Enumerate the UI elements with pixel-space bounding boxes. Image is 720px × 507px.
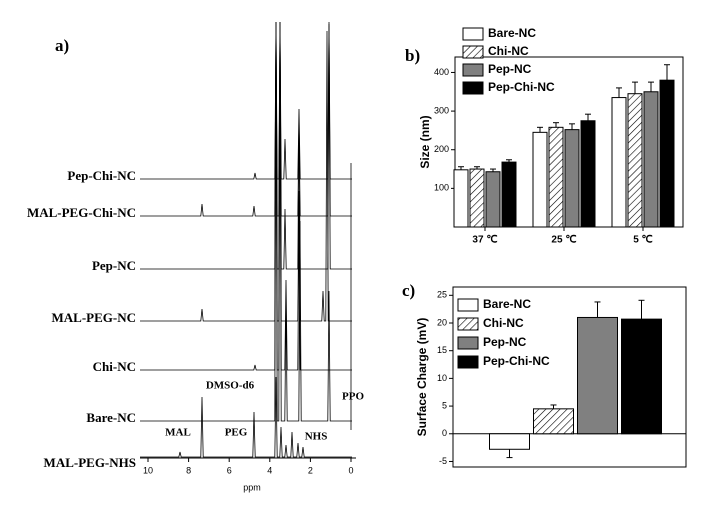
legend-label: Pep-NC [483,335,527,349]
y-axis-label: Surface Charge (mV) [415,318,429,437]
legend-label: Chi-NC [483,316,524,330]
bar [533,408,574,435]
spectrum [140,21,352,322]
panel-label: b) [405,46,420,65]
legend-swatch [457,355,479,369]
bar [580,120,596,228]
y-tick-label: 10 [437,373,447,383]
bar [643,91,659,228]
panel-label: c) [402,281,415,300]
bar [659,79,675,228]
bar [548,126,564,228]
bar [453,169,469,228]
spectrum [140,21,352,371]
trace-label: Bare-NC [86,410,136,425]
legend-swatch [457,336,479,350]
x-axis-label: ppm [243,482,261,492]
spectrum [140,21,352,270]
bar [611,97,627,228]
x-tick-label: 0 [348,465,353,475]
legend-label: Pep-Chi-NC [488,80,555,94]
legend-swatch [462,81,484,95]
trace-label: MAL-PEG-NHS [44,455,136,470]
trace-label: Pep-Chi-NC [67,168,136,183]
legend-swatch [462,63,484,77]
legend-label: Chi-NC [488,44,529,58]
y-tick-label: 15 [437,345,447,355]
trace-label: Chi-NC [93,359,136,374]
bar [577,316,618,435]
trace-label: MAL-PEG-NC [52,310,137,325]
plot-frame [452,286,687,468]
y-tick-label: 300 [434,105,449,115]
y-tick-label: 5 [442,400,447,410]
x-tick-label: 6 [227,465,232,475]
y-axis-label: Size (nm) [418,115,432,168]
legend-swatch [457,317,479,331]
legend-swatch [457,298,479,312]
annotation: PEG [225,427,248,439]
y-tick-label: 0 [442,428,447,438]
y-tick-label: 100 [434,183,449,193]
y-tick-label: -5 [439,456,447,466]
y-tick-label: 200 [434,144,449,154]
legend-label: Bare-NC [488,26,536,40]
bar [532,131,548,228]
x-tick-label: 4 [267,465,272,475]
spectrum [140,21,352,217]
legend-label: Bare-NC [483,297,531,311]
bar [621,318,662,435]
x-tick-label: 8 [186,465,191,475]
x-tick-label: 10 [143,465,153,475]
spectrum [140,21,352,180]
y-tick-label: 20 [437,317,447,327]
bar [627,93,643,228]
x-tick-label: 25 ℃ [551,235,576,246]
bar [564,129,580,228]
annotation: MAL [165,427,191,439]
spectrum [140,376,352,458]
legend-label: Pep-Chi-NC [483,354,550,368]
trace-label: Pep-NC [92,258,136,273]
legend-swatch [462,27,484,41]
trace-label: MAL-PEG-Chi-NC [27,205,136,220]
legend-swatch [462,45,484,59]
bar [485,171,501,228]
bar [469,168,485,228]
legend-label: Pep-NC [488,62,532,76]
annotation: NHS [305,431,328,443]
annotation: DMSO-d6 [206,380,255,392]
x-tick-label: 37 ℃ [472,235,497,246]
bar [489,433,530,450]
x-tick-label: 2 [308,465,313,475]
bar [501,161,517,228]
y-tick-label: 25 [437,290,447,300]
panel-label: a) [55,36,69,55]
x-tick-label: 5 ℃ [633,235,653,246]
spectrum [140,21,352,422]
annotation: PPO [342,391,364,403]
y-tick-label: 400 [434,67,449,77]
